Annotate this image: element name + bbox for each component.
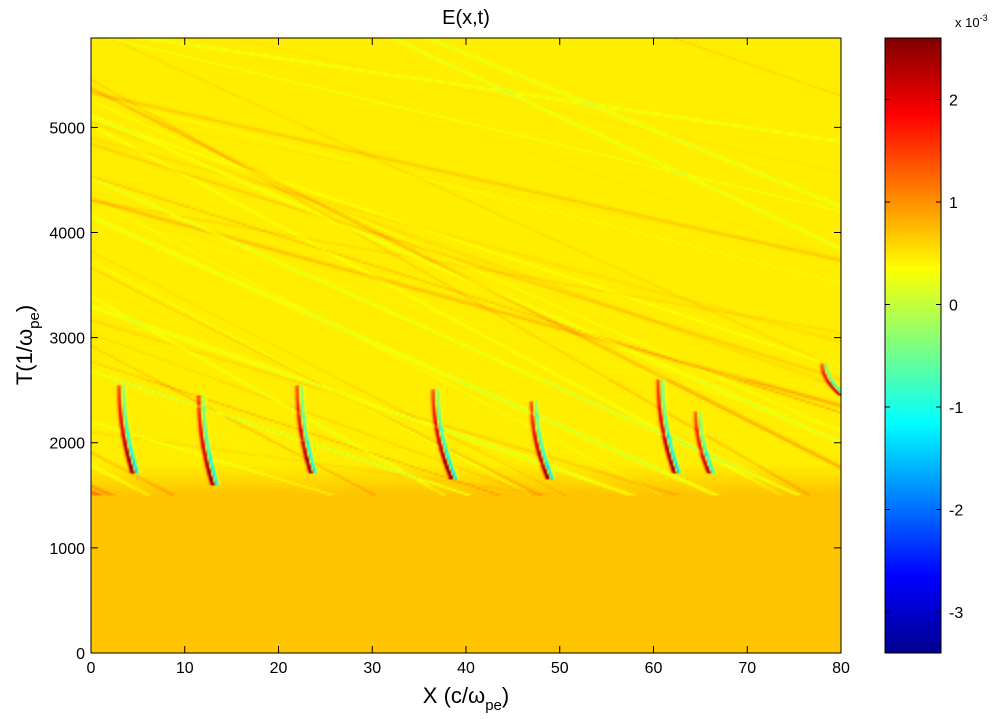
y-axis-label-sub: pe [26,312,43,329]
y-axis-label: T(1/ωpe) [12,305,43,385]
x-tick-label: 80 [832,660,850,677]
colorbar-multiplier-exp: -3 [980,13,988,23]
y-axis-label-main: T(1/ω [12,329,37,385]
colorbar-multiplier: x 10-3 [955,13,988,30]
x-axis-ticks: 0 10 20 30 40 50 60 70 80 [87,38,850,677]
y-tick-label: 3000 [49,331,85,348]
colorbar-tick-label: -3 [949,605,963,622]
x-tick-label: 40 [457,660,475,677]
x-tick-label: 20 [270,660,288,677]
colorbar-tick-label: 0 [949,298,958,315]
x-tick-label: 50 [551,660,569,677]
heatmap-plot-area [91,38,841,653]
x-tick-label: 70 [738,660,756,677]
y-axis-ticks: 0 1000 2000 3000 4000 5000 [49,120,841,663]
x-tick-label: 0 [87,660,96,677]
colorbar-tick-label: -1 [949,400,963,417]
colorbar-tick-label: -2 [949,503,963,520]
x-axis-label-close: ) [502,683,509,708]
y-tick-label: 2000 [49,436,85,453]
x-axis-label-main: X (c/ω [423,683,485,708]
x-tick-label: 30 [363,660,381,677]
y-tick-label: 4000 [49,225,85,242]
y-tick-label: 5000 [49,120,85,137]
colorbar-multiplier-base: x 10 [955,15,980,30]
y-tick-label: 1000 [49,541,85,558]
colorbar-gradient [884,37,942,654]
x-axis-label-sub: pe [485,697,502,714]
x-axis-label: X (c/ωpe) [423,683,509,714]
colorbar-tick-label: 1 [949,195,958,212]
colorbar-ticks: -3 -2 -1 0 1 2 [885,93,963,622]
x-tick-label: 60 [645,660,663,677]
y-tick-label: 0 [76,646,85,663]
x-tick-label: 10 [176,660,194,677]
chart-title: E(x,t) [442,7,490,29]
colorbar-tick-label: 2 [949,93,958,110]
heatmap-image [91,38,841,653]
y-axis-label-close: ) [12,305,37,312]
